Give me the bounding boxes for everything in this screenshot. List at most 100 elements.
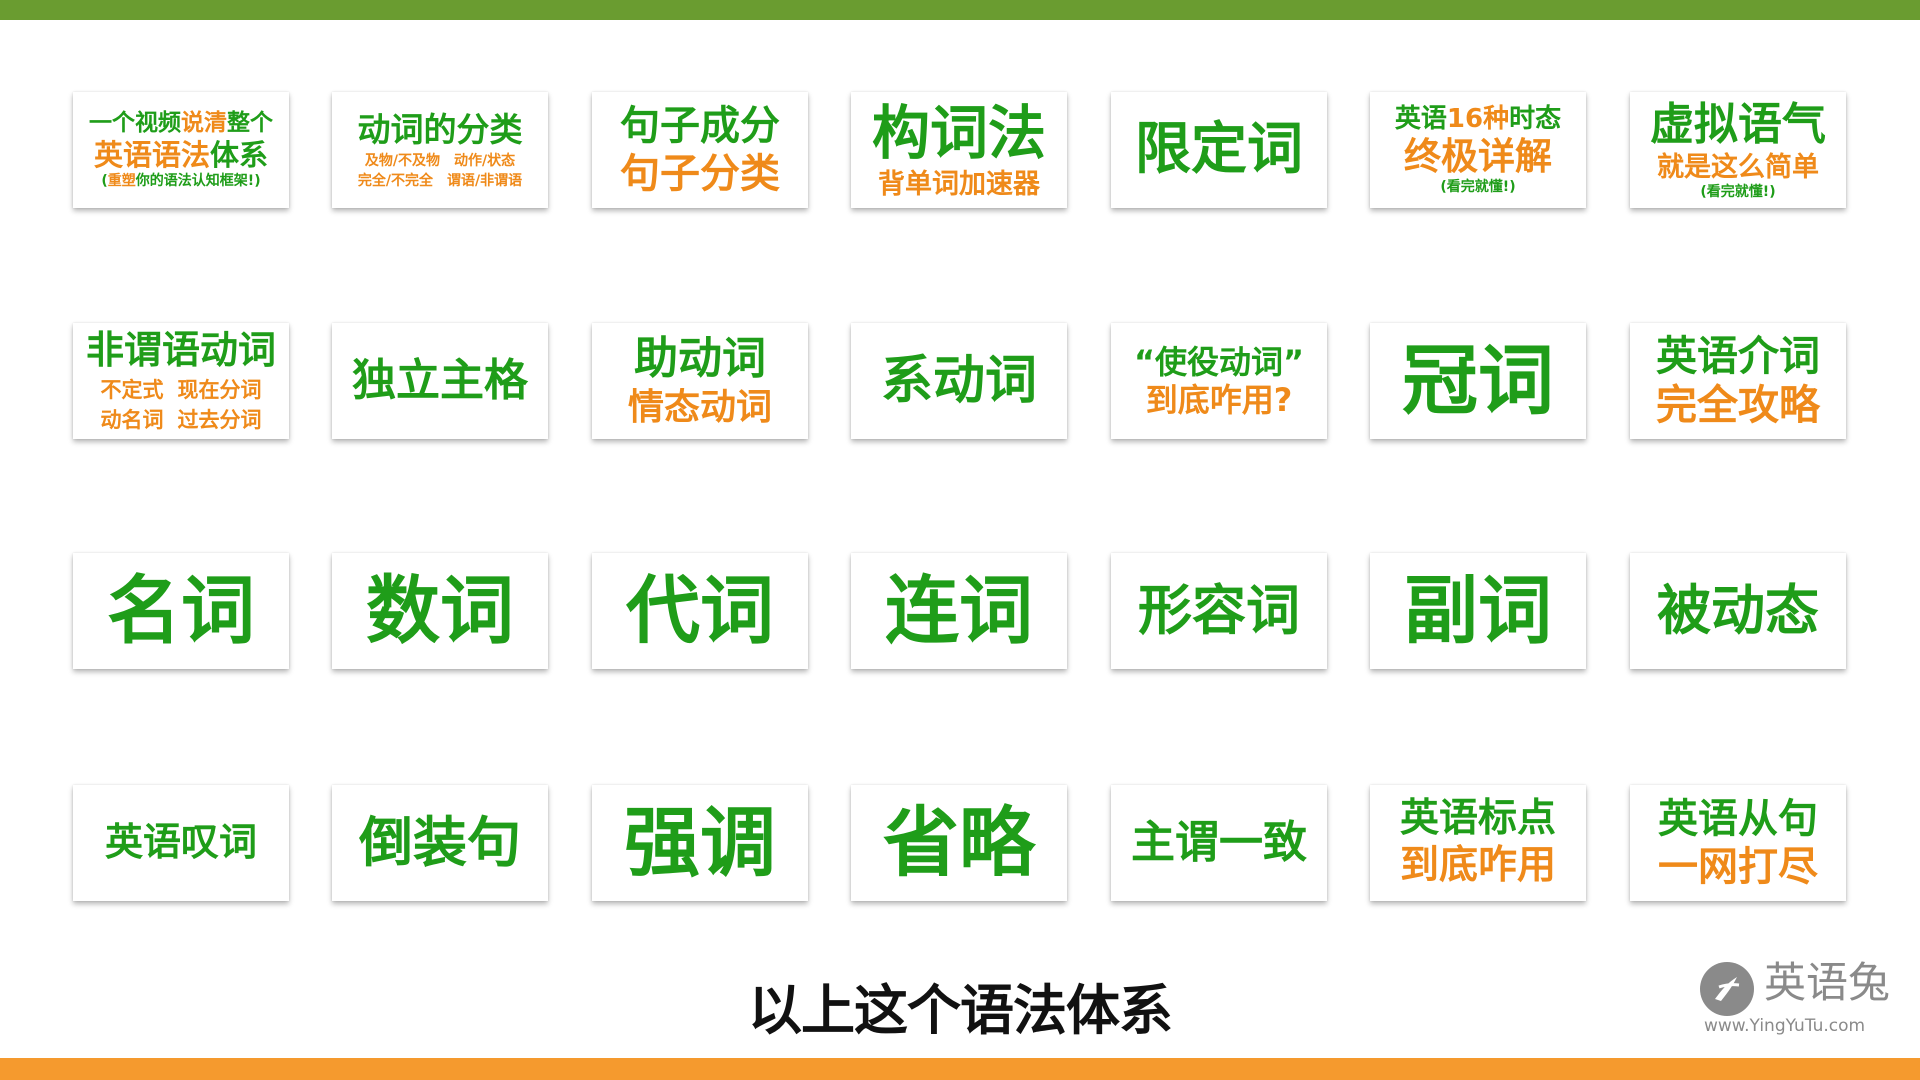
card-text: 到底咋用 xyxy=(1399,843,1556,888)
card-line: 虚拟语气 xyxy=(1650,99,1826,152)
card-sub-label: 动作/状态 xyxy=(454,152,516,169)
card-auxiliary-verbs[interactable]: 助动词 情态动词 xyxy=(592,323,808,439)
card-tenses[interactable]: 英语16种时态 终极详解 (看完就懂!) xyxy=(1370,92,1586,208)
card-line: 构词法 xyxy=(872,99,1046,169)
card-text: 体系 xyxy=(210,138,269,172)
card-linking-verbs[interactable]: 系动词 xyxy=(851,323,1067,439)
card-adverbs[interactable]: 副词 xyxy=(1370,553,1586,669)
card-line: 完全攻略 xyxy=(1656,381,1820,430)
video-subtitle: 以上这个语法体系 xyxy=(748,979,1173,1042)
card-text: “使役动词” xyxy=(1133,342,1305,381)
card-text: 背单词加速器 xyxy=(878,168,1040,200)
card-text: 形容词 xyxy=(1138,578,1300,642)
top-color-bar xyxy=(0,0,1920,20)
card-sub-row: 及物/不及物 动作/状态 xyxy=(365,150,515,170)
card-word-formation[interactable]: 构词法 背单词加速器 xyxy=(851,92,1067,208)
card-emphasis[interactable]: 强调 xyxy=(592,785,808,901)
card-line: 数词 xyxy=(366,567,514,656)
card-line: 到底咋用 xyxy=(1400,843,1556,890)
watermark-url: www.YingYuTu.com xyxy=(1704,1016,1866,1036)
card-text: 完全攻略 xyxy=(1656,381,1820,429)
card-inversion[interactable]: 倒装句 xyxy=(332,785,548,901)
card-line: 背单词加速器 xyxy=(878,169,1040,201)
card-text: 名词 xyxy=(107,567,255,654)
card-text: 到底咋用? xyxy=(1145,381,1293,419)
card-sub-label: 现在分词 xyxy=(177,377,262,402)
card-conjunctions[interactable]: 连词 xyxy=(851,553,1067,669)
card-non-finite-verbs[interactable]: 非谓语动词 不定式 现在分词 动名词 过去分词 xyxy=(73,323,289,439)
card-text: 句子成分 xyxy=(620,103,780,149)
card-line: 限定词 xyxy=(1135,116,1303,183)
card-articles[interactable]: 冠词 xyxy=(1370,323,1586,439)
card-verb-classification[interactable]: 动词的分类 及物/不及物 动作/状态 完全/不完全 谓语/非谓语 xyxy=(332,92,548,208)
card-sub-label: 动名词 xyxy=(100,407,164,432)
card-line: 形容词 xyxy=(1138,579,1300,644)
card-line: 英语16种时态 xyxy=(1395,104,1561,135)
card-text: 一网打尽 xyxy=(1658,844,1818,890)
card-text: 一个视频 xyxy=(89,110,181,137)
card-adjectives[interactable]: 形容词 xyxy=(1111,553,1327,669)
card-text: 被动态 xyxy=(1657,578,1819,642)
card-numerals[interactable]: 数词 xyxy=(332,553,548,669)
card-sentence-components[interactable]: 句子成分 句子分类 xyxy=(592,92,808,208)
card-sub-label: 过去分词 xyxy=(177,407,262,432)
card-text: 说清 xyxy=(181,110,227,137)
watermark: 英语兔 www.YingYuTu.com xyxy=(1700,958,1900,1038)
card-sub-label: 谓语/非谓语 xyxy=(447,172,523,189)
card-text: 虚拟语气 xyxy=(1650,99,1826,150)
card-line: 冠词 xyxy=(1402,335,1554,426)
card-causative-verbs[interactable]: “使役动词” 到底咋用? xyxy=(1111,323,1327,439)
card-text: 构词法 xyxy=(871,99,1046,167)
card-text: 独立主格 xyxy=(352,354,528,406)
card-line: 句子分类 xyxy=(620,150,780,198)
card-text: 倒装句 xyxy=(359,810,521,874)
card-text: 系动词 xyxy=(880,350,1037,411)
card-text: 英语 xyxy=(1394,103,1447,134)
card-line: 英语从句 xyxy=(1658,795,1818,843)
card-line: 英语介词 xyxy=(1656,332,1820,381)
card-text: 就是这么简单 xyxy=(1657,151,1819,183)
card-line: 强调 xyxy=(624,797,776,888)
card-interjections[interactable]: 英语叹词 xyxy=(73,785,289,901)
card-clauses[interactable]: 英语从句 一网打尽 xyxy=(1630,785,1846,901)
card-passive-voice[interactable]: 被动态 xyxy=(1630,553,1846,669)
card-text: 英语从句 xyxy=(1658,796,1818,842)
bottom-color-bar xyxy=(0,1058,1920,1080)
card-line: 系动词 xyxy=(881,350,1037,412)
card-line: 助动词 xyxy=(634,333,766,386)
card-text: ) xyxy=(254,172,261,189)
card-line: 独立主格 xyxy=(352,355,528,408)
card-grammar-system[interactable]: 一个视频说清整个 英语语法体系 (重塑你的语法认知框架!) xyxy=(73,92,289,208)
card-text: 情态动词 xyxy=(627,386,772,428)
card-pronouns[interactable]: 代词 xyxy=(592,553,808,669)
card-subjunctive[interactable]: 虚拟语气 就是这么简单 (看完就懂!) xyxy=(1630,92,1846,208)
card-line: 代词 xyxy=(626,567,774,656)
card-line: 非谓语动词 xyxy=(86,328,276,374)
card-text: 你的语法认知框架! xyxy=(135,172,255,189)
card-text: 助动词 xyxy=(634,333,766,384)
card-sub-row: 不定式 现在分词 xyxy=(101,374,262,404)
card-line: 句子成分 xyxy=(620,102,780,150)
card-line: 省略 xyxy=(883,797,1035,888)
card-nouns[interactable]: 名词 xyxy=(73,553,289,669)
card-text: 主谓一致 xyxy=(1131,816,1307,868)
card-text: 英语叹词 xyxy=(104,820,257,865)
card-line: (看完就懂!) xyxy=(1440,179,1515,196)
card-ellipsis[interactable]: 省略 xyxy=(851,785,1067,901)
card-line: 英语语法体系 xyxy=(94,138,268,173)
card-sub-row: 动名词 过去分词 xyxy=(101,404,262,434)
card-text: 时态 xyxy=(1509,103,1562,134)
card-line: 终极详解 xyxy=(1404,135,1552,179)
card-determiners[interactable]: 限定词 xyxy=(1111,92,1327,208)
card-text: (看完就懂!) xyxy=(1440,179,1516,196)
card-punctuation[interactable]: 英语标点 到底咋用 xyxy=(1370,785,1586,901)
card-absolute-construction[interactable]: 独立主格 xyxy=(332,323,548,439)
card-prepositions[interactable]: 英语介词 完全攻略 xyxy=(1630,323,1846,439)
card-text: 英语标点 xyxy=(1399,796,1556,842)
watermark-brand: 英语兔 xyxy=(1764,958,1891,1007)
card-line: (看完就懂!) xyxy=(1700,184,1775,201)
card-line: 就是这么简单 xyxy=(1657,152,1819,184)
card-text: 16种 xyxy=(1446,103,1510,134)
card-subject-verb-agreement[interactable]: 主谓一致 xyxy=(1111,785,1327,901)
